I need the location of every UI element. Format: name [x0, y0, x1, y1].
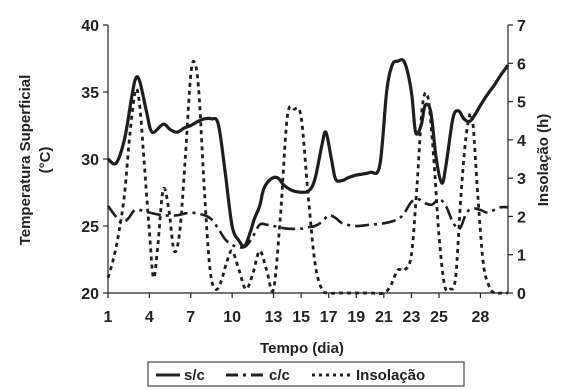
legend: s/c c/c Insolação — [147, 361, 465, 387]
right-y-tick-label: 2 — [517, 209, 526, 226]
series-line-c-c — [106, 197, 509, 249]
x-tick-label: 13 — [265, 309, 283, 326]
legend-label-c-c: c/c — [269, 367, 290, 384]
left-y-tick-label: 40 — [81, 18, 99, 35]
series-line-s-c — [107, 58, 510, 248]
left-y-axis-label-line2: (°C) — [37, 147, 54, 174]
x-tick-label: 23 — [403, 309, 421, 326]
x-tick-label: 15 — [292, 309, 310, 326]
x-tick-label: 21 — [375, 309, 393, 326]
left-y-tick-label: 20 — [81, 286, 99, 303]
right-y-tick-label: 1 — [517, 248, 526, 265]
left-y-tick-label: 35 — [81, 85, 99, 102]
x-tick-label: 1 — [104, 309, 113, 326]
legend-label-insolacao: Insolação — [356, 367, 425, 384]
x-tick-label: 28 — [472, 309, 490, 326]
left-y-tick-label: 30 — [81, 152, 99, 169]
x-tick-label: 10 — [223, 309, 241, 326]
legend-label-s-c: s/c — [184, 367, 205, 384]
right-y-tick-label: 6 — [517, 56, 526, 73]
right-y-axis-label: Insolação (h) — [535, 114, 552, 207]
legend-box — [147, 361, 465, 387]
x-tick-label: 19 — [347, 309, 365, 326]
right-y-tick-label: 5 — [517, 95, 526, 112]
right-y-tick-label: 4 — [517, 133, 526, 150]
x-tick-label: 4 — [145, 309, 154, 326]
x-tick-label: 7 — [186, 309, 195, 326]
x-tick-label: 17 — [320, 309, 338, 326]
series-line-insolacao — [106, 59, 508, 295]
right-y-tick-label: 7 — [517, 18, 526, 35]
x-tick-label: 25 — [430, 309, 448, 326]
right-y-tick-label: 3 — [517, 171, 526, 188]
left-y-axis-label-line1: Temperatura Superficial — [17, 75, 34, 246]
x-axis-label: Tempo (dia) — [260, 340, 344, 357]
right-y-tick-label: 0 — [517, 286, 526, 303]
left-y-tick-label: 25 — [81, 219, 99, 236]
